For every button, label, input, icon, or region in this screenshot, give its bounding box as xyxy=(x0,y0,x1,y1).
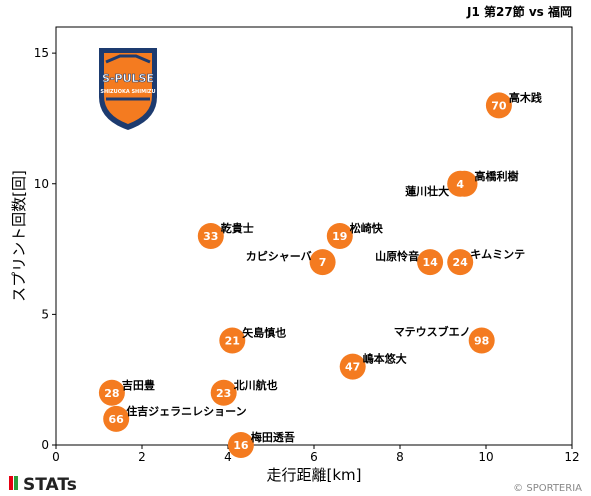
brand-bar-red xyxy=(9,476,13,490)
data-point: 47 xyxy=(339,353,366,380)
data-point-label: 高橋利樹 xyxy=(475,169,519,183)
data-point-marker xyxy=(197,223,224,249)
data-point: 16 xyxy=(227,432,254,458)
data-point-marker xyxy=(309,249,336,276)
data-point: 70 xyxy=(485,92,512,119)
y-tick-label: 5 xyxy=(41,307,49,321)
data-point-number: 23 xyxy=(216,387,231,400)
data-point-label: 矢島慎也 xyxy=(242,326,286,340)
credit: © SPORTERIA xyxy=(513,483,582,494)
y-tick-label: 0 xyxy=(41,438,49,452)
data-point-number: 14 xyxy=(422,256,438,269)
points: 7038433197142421984728236616高木践高橋利樹蓮川壮大乾… xyxy=(98,90,542,458)
data-point-number: 7 xyxy=(319,256,327,269)
logo-subtext: SHIZUOKA SHIMIZU xyxy=(100,89,155,95)
data-point-marker xyxy=(485,92,512,119)
data-point: 7 xyxy=(309,249,336,276)
data-point: 28 xyxy=(98,379,125,406)
brand-bar-green xyxy=(14,476,18,490)
logo-inner xyxy=(104,53,152,124)
data-point-marker xyxy=(227,432,254,458)
data-point-label: 高木践 xyxy=(509,90,542,104)
data-point-label: 乾貴士 xyxy=(221,221,254,235)
data-point-number: 98 xyxy=(474,335,489,348)
data-point-marker xyxy=(447,170,474,197)
data-point: 24 xyxy=(447,249,474,276)
data-point-marker xyxy=(326,223,353,249)
data-point-label: 梅田透吾 xyxy=(251,430,295,444)
data-point-marker xyxy=(219,327,246,354)
y-tick-label: 10 xyxy=(34,177,49,191)
x-tick-label: 10 xyxy=(478,450,493,464)
x-tick-label: 6 xyxy=(310,450,318,464)
data-point-number: 28 xyxy=(104,387,119,400)
brand-name: STATs xyxy=(23,475,77,495)
data-point-number: 19 xyxy=(332,230,347,243)
data-point: 23 xyxy=(210,379,237,406)
data-point: 21 xyxy=(219,327,246,354)
data-point-number: 70 xyxy=(491,99,507,112)
data-point-marker xyxy=(103,405,130,432)
data-point-number: 33 xyxy=(203,230,218,243)
data-point-label: 吉田豊 xyxy=(122,378,155,392)
data-point-label: 山原怜音 xyxy=(375,249,419,263)
data-point-label: 蓮川壮大 xyxy=(405,184,449,198)
data-point-marker xyxy=(339,353,366,380)
x-tick-label: 12 xyxy=(564,450,579,464)
data-point-marker xyxy=(210,379,237,406)
data-point-label: カピシャーバ xyxy=(246,250,312,263)
logo-text: S-PULSE xyxy=(102,72,154,85)
x-axis-title: 走行距離[km] xyxy=(266,466,361,484)
data-point-label: 嶋本悠大 xyxy=(363,352,407,366)
data-point-label: マテウスブエノ xyxy=(394,325,471,339)
data-point-label: 北川航也 xyxy=(234,378,278,392)
data-point-number: 21 xyxy=(225,335,240,348)
data-point-number: 47 xyxy=(345,361,360,374)
data-point-marker xyxy=(417,249,444,276)
data-point-label: 松崎快 xyxy=(350,221,384,235)
data-point-marker xyxy=(98,379,125,406)
logo-stripe xyxy=(105,54,151,64)
data-point: 14 xyxy=(417,249,444,276)
data-point-label: 住吉ジェラニレショーン xyxy=(126,404,246,418)
data-point-number: 66 xyxy=(109,413,125,426)
x-tick-label: 4 xyxy=(224,450,232,464)
data-point-number: 24 xyxy=(453,256,469,269)
data-point: 98 xyxy=(468,327,495,354)
data-point: 33 xyxy=(197,223,224,249)
x-tick-label: 8 xyxy=(396,450,404,464)
y-axis-title: スプリント回数[回] xyxy=(10,170,28,302)
data-point-label: キムミンテ xyxy=(470,248,525,261)
y-tick-label: 15 xyxy=(34,46,49,60)
match-title: J1 第27節 vs 福岡 xyxy=(466,4,572,19)
data-point: 66 xyxy=(103,405,130,432)
stats-brand: STATs xyxy=(9,475,77,495)
x-tick-label: 2 xyxy=(138,450,146,464)
club-logo: S-PULSE SHIZUOKA SHIMIZU xyxy=(99,48,157,130)
data-point-marker xyxy=(447,249,474,276)
data-point-marker xyxy=(468,327,495,354)
data-point: 19 xyxy=(326,223,353,249)
data-point: 4 xyxy=(447,170,474,197)
data-point-number: 16 xyxy=(233,439,249,452)
x-tick-label: 0 xyxy=(52,450,60,464)
data-point-number: 4 xyxy=(456,178,464,191)
